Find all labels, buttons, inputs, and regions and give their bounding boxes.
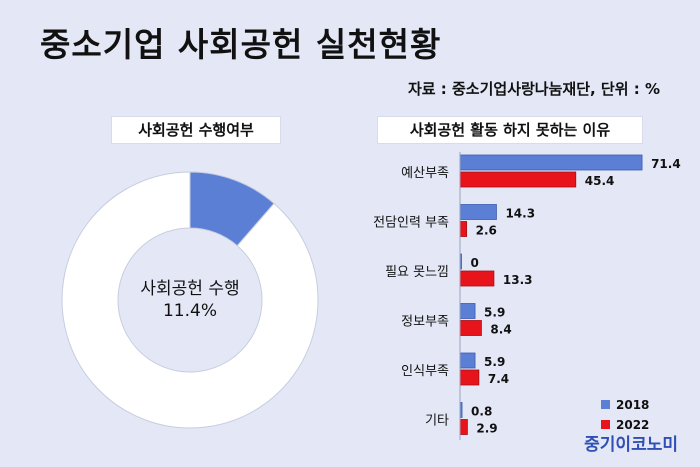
legend-label-2022: 2022 [616,418,649,432]
donut-center-label: 사회공헌 수행 11.4% [120,278,260,322]
legend-label-2018: 2018 [616,398,649,412]
donut-slice-rest [61,171,319,429]
data-label-2022: 2.9 [476,422,497,436]
category-label: 정보부족 [401,315,449,330]
bar-2022-0 [459,171,577,188]
category-label: 필요 못느낌 [385,265,449,280]
bar-chart-title: 사회공헌 활동 하지 못하는 이유 [378,117,642,143]
bar-2022-5 [459,419,468,435]
bar-2022-4 [459,369,480,386]
category-label: 인식부족 [401,364,449,379]
data-label-2018: 5.9 [484,306,505,320]
data-label-2022: 8.4 [490,323,511,337]
bar-2018-1 [459,204,497,220]
legend-swatch-2022 [601,420,610,429]
data-label-2022: 13.3 [503,273,533,287]
donut-chart-title: 사회공헌 수행여부 [112,117,280,143]
bar-2022-3 [459,320,482,336]
data-label-2022: 45.4 [585,174,615,188]
legend-swatch-2018 [601,400,610,409]
bar-2018-3 [459,303,476,319]
data-label-2022: 2.6 [476,224,497,238]
data-label-2022: 7.4 [488,372,509,386]
donut-chart [61,171,319,429]
category-label: 전담인력 부족 [373,216,449,231]
data-label-2018: 5.9 [484,355,505,369]
donut-center-value: 11.4% [162,301,217,321]
data-label-2018: 14.3 [505,207,535,221]
source-note: 자료 : 중소기업사랑나눔재단, 단위 : % [407,80,660,98]
donut-center-text: 사회공헌 수행 [140,279,240,299]
bar-2022-2 [459,270,495,287]
data-label-2018: 0 [471,256,479,270]
bar-2022-1 [459,221,468,237]
category-label: 기타 [425,414,449,429]
bar-2018-4 [459,352,476,369]
data-label-2018: 0.8 [471,405,492,419]
category-label: 예산부족 [401,166,449,181]
brand-logo: 중기이코노미 [584,435,678,455]
bar-2018-0 [459,154,643,171]
data-label-2018: 71.4 [651,157,681,171]
page-title: 중소기업 사회공헌 실천현황 [40,25,442,64]
